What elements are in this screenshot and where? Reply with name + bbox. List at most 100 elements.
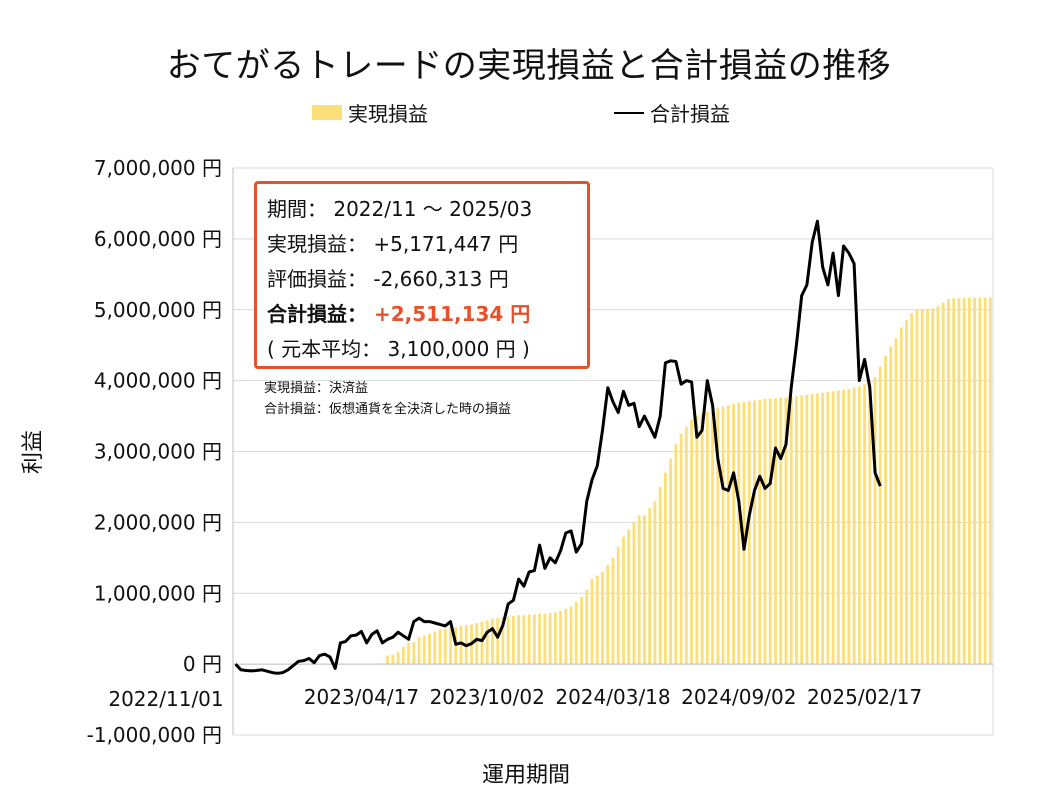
x-axis-title: 運用期間 bbox=[482, 763, 570, 788]
bar-realized bbox=[779, 397, 783, 665]
bar-realized bbox=[737, 402, 741, 665]
summary-realized-row: 実現損益： +5,171,447 円 bbox=[267, 227, 587, 262]
bar-realized bbox=[926, 309, 929, 665]
summary-period-row: 期間： 2022/11 〜 2025/03 bbox=[267, 192, 587, 227]
bar-realized bbox=[422, 635, 426, 665]
y-tick-label: 2,000,000 円 bbox=[94, 510, 222, 534]
bar-realized bbox=[868, 382, 872, 665]
bar-realized bbox=[527, 614, 531, 665]
y-tick-label: 5,000,000 円 bbox=[94, 298, 222, 322]
bar-realized bbox=[517, 615, 521, 665]
bar-realized bbox=[931, 308, 935, 665]
bar-realized bbox=[407, 642, 411, 665]
bar-realized bbox=[973, 297, 977, 665]
legend-item-total[interactable]: 合計損益 bbox=[614, 98, 730, 127]
bar-realized bbox=[658, 486, 662, 665]
summary-total-row: 合計損益： +2,511,134 円 bbox=[267, 297, 587, 332]
y-tick-label: 4,000,000 円 bbox=[94, 369, 222, 393]
bar-realized bbox=[428, 633, 431, 665]
bar-realized bbox=[768, 398, 772, 665]
bar-realized bbox=[695, 416, 699, 665]
bar-realized bbox=[595, 575, 599, 665]
bar-realized bbox=[957, 298, 961, 665]
bar-realized bbox=[684, 426, 688, 665]
legend-swatch-bar bbox=[312, 105, 342, 120]
bar-realized bbox=[983, 297, 987, 665]
bar-realized bbox=[690, 419, 694, 665]
bar-realized bbox=[941, 302, 945, 665]
bar-realized bbox=[847, 389, 851, 665]
bar-realized bbox=[506, 616, 510, 665]
bar-realized bbox=[936, 306, 940, 665]
bar-realized bbox=[920, 309, 924, 665]
bar-realized bbox=[491, 618, 494, 665]
bar-realized bbox=[711, 409, 715, 665]
bar-realized bbox=[852, 387, 856, 665]
y-tick-label: 6,000,000 円 bbox=[94, 227, 222, 251]
y-tick-label: -1,000,000 円 bbox=[87, 723, 222, 747]
bar-realized bbox=[569, 606, 573, 665]
bar-realized bbox=[889, 346, 893, 665]
bar-realized bbox=[396, 652, 400, 665]
legend-label-total: 合計損益 bbox=[650, 102, 730, 126]
bar-realized bbox=[574, 601, 578, 665]
bar-realized bbox=[967, 297, 971, 665]
bar-realized bbox=[774, 398, 777, 665]
line-total bbox=[234, 219, 882, 675]
bar-realized bbox=[742, 401, 746, 665]
bar-realized bbox=[784, 397, 788, 665]
bar-realized bbox=[679, 433, 683, 665]
bar-realized bbox=[795, 396, 798, 665]
bar-realized bbox=[559, 610, 563, 665]
bar-realized bbox=[805, 394, 809, 665]
bar-realized bbox=[412, 642, 416, 665]
notes: 実現損益：決済益 合計損益：仮想通貨を全決済した時の損益 bbox=[264, 378, 511, 420]
bar-realized bbox=[643, 515, 646, 665]
bar-realized bbox=[648, 508, 652, 665]
bar-realized bbox=[564, 608, 568, 665]
bar-realized bbox=[663, 472, 667, 665]
bar-realized bbox=[637, 515, 641, 665]
period-label: 期間： bbox=[267, 197, 327, 221]
bar-realized bbox=[386, 655, 390, 665]
y-tick-label: 1,000,000 円 bbox=[94, 581, 222, 605]
bar-realized bbox=[443, 628, 447, 665]
bar-realized bbox=[726, 405, 730, 665]
bar-realized bbox=[611, 557, 615, 665]
realized-value: +5,171,447 円 bbox=[373, 232, 519, 256]
bar-realized bbox=[905, 320, 908, 665]
bar-realized bbox=[580, 596, 583, 665]
note-realized: 実現損益：決済益 bbox=[264, 381, 369, 396]
bar-realized bbox=[815, 393, 819, 665]
principal-label: 元本平均： bbox=[281, 337, 382, 361]
bar-realized bbox=[548, 613, 552, 665]
bar-realized bbox=[616, 547, 620, 665]
bar-realized bbox=[988, 297, 992, 665]
bar-realized bbox=[669, 458, 673, 665]
bar-realized bbox=[553, 612, 557, 665]
principal-open-paren: ( bbox=[267, 337, 275, 361]
bar-realized bbox=[391, 654, 395, 665]
bar-realized bbox=[821, 392, 825, 665]
x-tick-label: 2023/10/02 bbox=[430, 685, 545, 709]
bar-realized bbox=[627, 529, 631, 665]
bar-realized bbox=[952, 298, 956, 665]
bar-realized bbox=[763, 399, 767, 665]
bar-realized bbox=[522, 615, 526, 665]
bar-realized bbox=[857, 386, 861, 665]
bar-realized bbox=[674, 444, 678, 665]
bar-realized bbox=[721, 406, 725, 665]
legend-item-realized[interactable]: 実現損益 bbox=[312, 98, 428, 127]
bar-realized bbox=[653, 501, 657, 665]
realized-label: 実現損益： bbox=[267, 232, 367, 256]
bar-realized bbox=[915, 309, 919, 665]
bar-realized bbox=[978, 297, 982, 665]
bar-realized bbox=[947, 299, 950, 665]
bar-realized bbox=[831, 391, 835, 665]
total-label: 合計損益： bbox=[267, 302, 367, 326]
bar-realized bbox=[884, 355, 887, 665]
bar-realized bbox=[606, 564, 610, 665]
bar-realized bbox=[747, 401, 751, 665]
bar-realized bbox=[716, 408, 720, 665]
